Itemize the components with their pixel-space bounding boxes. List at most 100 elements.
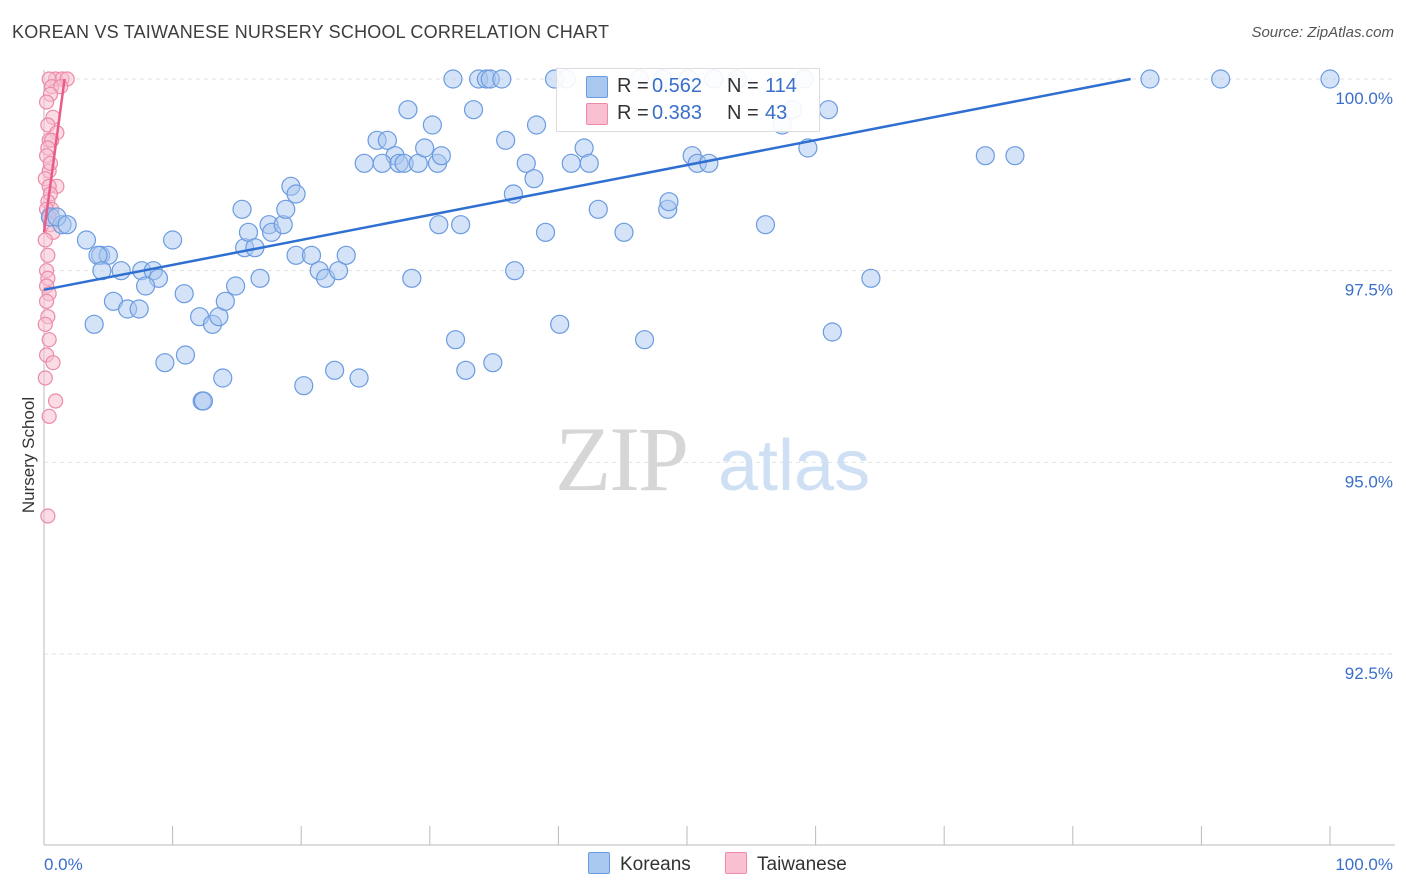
korean-point (250, 268, 270, 288)
korean-point (550, 314, 570, 334)
korean-point (445, 330, 466, 350)
legend-swatch-korean (586, 76, 608, 98)
legend-n-value-korean: 114 (765, 75, 797, 97)
bottom-legend-label-korean: Koreans (620, 854, 691, 875)
watermark: ZIP atlas (555, 408, 870, 510)
korean-point (301, 245, 322, 265)
korean-point (431, 146, 451, 166)
korean-point (377, 130, 397, 150)
korean-point (614, 222, 634, 242)
korean-point (1320, 69, 1340, 89)
korean-point (213, 368, 233, 388)
korean-point (349, 368, 369, 388)
watermark-atlas: atlas (718, 426, 870, 506)
korean-point (155, 353, 175, 373)
korean-point (463, 100, 484, 120)
korean-point (861, 268, 881, 288)
korean-point (215, 291, 235, 311)
korean-point (294, 376, 314, 396)
taiwanese-point (38, 94, 55, 110)
korean-point (659, 192, 679, 212)
korean-point (286, 184, 306, 204)
chart-title: KOREAN VS TAIWANESE NURSERY SCHOOL CORRE… (12, 22, 610, 42)
korean-point (402, 268, 422, 288)
korean-point (1211, 69, 1231, 89)
legend-r-value-taiwanese: 0.383 (652, 102, 703, 124)
bottom-legend-swatch-taiwanese (725, 852, 747, 874)
taiwanese-point (37, 232, 53, 248)
taiwanese-point (41, 332, 57, 348)
korean-point (451, 215, 471, 235)
taiwanese-point (40, 508, 56, 524)
korean-point (526, 115, 547, 135)
legend-row-taiwanese: R = 0.383 N = 43 (557, 100, 819, 128)
korean-point (535, 222, 556, 242)
korean-point (372, 153, 392, 173)
korean-point (588, 199, 608, 219)
korean-point (429, 215, 449, 235)
korean-point (456, 360, 476, 380)
taiwanese-point (40, 247, 56, 263)
y-tick-label: 95.0% (1345, 472, 1393, 491)
legend-row-korean: R = 0.562 N = 114 (557, 73, 819, 101)
taiwanese-point (38, 293, 55, 309)
korean-point (163, 230, 183, 250)
korean-point (1005, 146, 1025, 166)
taiwanese-point (37, 370, 53, 386)
korean-point (398, 100, 418, 120)
korean-point (193, 391, 214, 411)
korean-point (516, 153, 536, 173)
korean-point (822, 322, 842, 342)
korean-point (175, 345, 196, 365)
korean-point (818, 100, 839, 120)
legend-r-value-korean: 0.562 (652, 75, 703, 97)
korean-point (57, 215, 77, 235)
korean-point (634, 330, 655, 350)
bottom-legend-taiwanese: Taiwanese (725, 852, 847, 876)
y-tick-label: 100.0% (1335, 89, 1393, 108)
korean-point (336, 245, 356, 265)
legend-n-label: N = (727, 102, 759, 124)
korean-point (496, 130, 516, 150)
korean-point (84, 314, 104, 334)
taiwanese-point (47, 393, 64, 409)
korean-point (226, 276, 246, 296)
korean-point (276, 199, 296, 219)
korean-point (415, 138, 435, 158)
grid-layer (44, 78, 1395, 655)
korean-point (232, 199, 252, 219)
korean-point (579, 153, 599, 173)
legend-n-value-taiwanese: 43 (765, 102, 788, 124)
korean-point (174, 284, 194, 304)
korean-point (755, 215, 776, 235)
tick-labels: 92.5% 95.0% 97.5% 100.0% 0.0% 100.0% (44, 89, 1393, 874)
legend-n-label: N = (727, 75, 759, 97)
x-tick-label: 100.0% (1335, 855, 1393, 874)
korean-point (129, 299, 149, 319)
taiwanese-point (41, 408, 57, 424)
korean-point (505, 261, 525, 281)
korean-point (975, 146, 995, 166)
y-tick-label: 92.5% (1345, 664, 1393, 683)
legend-r-label: R = (617, 102, 649, 124)
correlation-legend: R = 0.562 N = 114 R = 0.383 N = 43 (556, 68, 820, 132)
korean-point (325, 360, 345, 380)
korean-trend-line (43, 77, 1131, 292)
taiwanese-point (37, 316, 53, 332)
taiwanese-point (42, 155, 59, 171)
y-tick-label: 97.5% (1345, 281, 1393, 300)
korean-point (483, 353, 503, 373)
bottom-legend-label-taiwanese: Taiwanese (757, 854, 847, 875)
korean-point (422, 115, 442, 135)
bottom-legend-swatch-korean (588, 852, 610, 874)
taiwanese-trend-line (42, 78, 66, 233)
legend-r-label: R = (617, 75, 649, 97)
bottom-legend-korean: Koreans (588, 852, 691, 876)
korean-point (354, 153, 374, 173)
watermark-zip: ZIP (555, 408, 687, 510)
source-label: Source: ZipAtlas.com (1251, 24, 1394, 41)
trend-lines (42, 77, 1131, 292)
korean-point (328, 261, 349, 281)
legend-swatch-taiwanese (586, 103, 608, 125)
